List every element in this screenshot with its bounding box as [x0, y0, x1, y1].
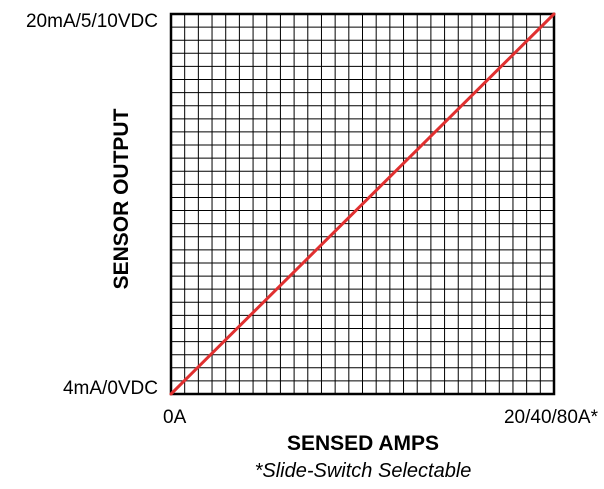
- x-tick-label-left: 0A: [163, 407, 187, 428]
- chart-series: [169, 12, 556, 396]
- footnote-label: *Slide-Switch Selectable: [255, 460, 472, 482]
- y-tick-label-top: 20mA/5/10VDC: [26, 11, 158, 32]
- series-line-0: [169, 12, 556, 396]
- chart-grid: [171, 14, 554, 394]
- y-tick-label-bottom: 4mA/0VDC: [63, 378, 158, 399]
- plot-frame: [169, 12, 556, 396]
- x-axis-label: SENSED AMPS: [287, 432, 439, 455]
- y-axis-label: SENSOR OUTPUT: [110, 108, 133, 289]
- x-tick-label-right: 20/40/80A*: [504, 407, 599, 428]
